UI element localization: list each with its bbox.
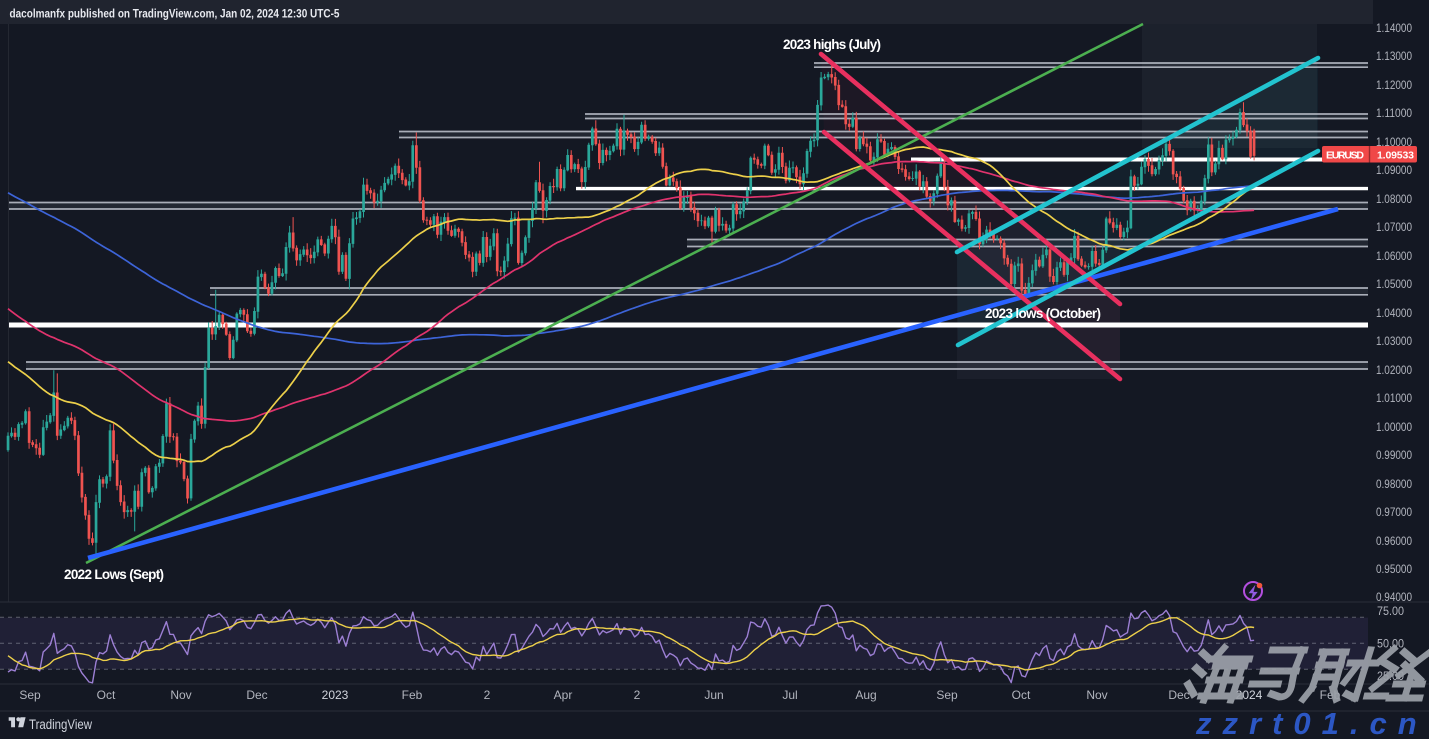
svg-text:0.96000: 0.96000 (1376, 536, 1412, 548)
svg-text:1.08000: 1.08000 (1376, 194, 1412, 206)
svg-text:0.94000: 0.94000 (1376, 592, 1412, 604)
svg-text:75.00: 75.00 (1377, 606, 1404, 618)
svg-text:1.09533: 1.09533 (1377, 150, 1414, 162)
svg-text:1.04000: 1.04000 (1376, 308, 1412, 320)
svg-text:Dec: Dec (246, 688, 267, 702)
svg-text:1.13000: 1.13000 (1376, 51, 1412, 63)
svg-text:2: 2 (484, 688, 491, 702)
svg-text:2023: 2023 (322, 688, 349, 702)
svg-text:0.99000: 0.99000 (1376, 450, 1412, 462)
svg-text:Oct: Oct (1012, 688, 1031, 702)
svg-text:Apr: Apr (554, 688, 573, 702)
svg-text:1.09000: 1.09000 (1376, 165, 1412, 177)
svg-text:0.98000: 0.98000 (1376, 479, 1412, 491)
svg-text:1.11000: 1.11000 (1376, 108, 1412, 120)
svg-text:0.97000: 0.97000 (1376, 507, 1412, 519)
svg-text:dacolmanfx published on Tradin: dacolmanfx published on TradingView.com,… (10, 9, 341, 21)
svg-text:TradingView: TradingView (29, 717, 92, 732)
svg-text:2: 2 (634, 688, 641, 702)
svg-text:Oct: Oct (97, 688, 116, 702)
svg-text:zzrt01.cn: zzrt01.cn (1195, 706, 1428, 739)
svg-text:1.14000: 1.14000 (1376, 23, 1412, 35)
svg-text:0.95000: 0.95000 (1376, 564, 1412, 576)
svg-text:Aug: Aug (855, 688, 876, 702)
svg-text:2023 lows (October): 2023 lows (October) (985, 306, 1101, 321)
svg-text:2022 Lows (Sept): 2022 Lows (Sept) (64, 567, 164, 582)
svg-text:1.06000: 1.06000 (1376, 251, 1412, 263)
svg-text:Nov: Nov (1086, 688, 1107, 702)
svg-text:1.00000: 1.00000 (1376, 422, 1412, 434)
svg-text:Sep: Sep (19, 688, 41, 702)
svg-text:EURUSD: EURUSD (1326, 150, 1364, 162)
svg-text:Dec: Dec (1168, 688, 1189, 702)
svg-text:1.03000: 1.03000 (1376, 336, 1412, 348)
svg-text:2023 highs (July): 2023 highs (July) (783, 37, 881, 52)
svg-text:1.05000: 1.05000 (1376, 279, 1412, 291)
svg-text:Sep: Sep (936, 688, 958, 702)
svg-text:Feb: Feb (402, 688, 423, 702)
svg-text:Jun: Jun (704, 688, 723, 702)
svg-text:1.01000: 1.01000 (1376, 393, 1412, 405)
svg-text:1.02000: 1.02000 (1376, 365, 1412, 377)
svg-text:1.12000: 1.12000 (1376, 80, 1412, 92)
svg-text:1.07000: 1.07000 (1376, 222, 1412, 234)
svg-text:Jul: Jul (782, 688, 797, 702)
svg-text:Nov: Nov (170, 688, 191, 702)
